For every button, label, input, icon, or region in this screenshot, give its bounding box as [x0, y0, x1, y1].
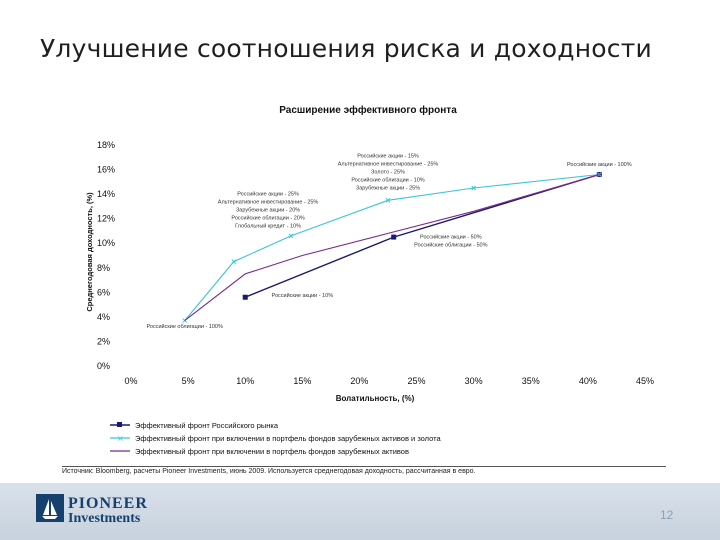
data-point — [385, 197, 391, 203]
x-tick-label: 35% — [522, 376, 540, 386]
y-tick-label: 10% — [97, 238, 115, 248]
data-point — [391, 234, 397, 240]
series-line-3 — [184, 173, 600, 322]
legend-item-2: × Эффективный фронт при включении в порт… — [110, 434, 441, 443]
annotation-label: Российские акции - 25% Альтернативное инв… — [218, 190, 319, 229]
source-note: Источник: Bloomberg, расчеты Pioneer Inv… — [62, 468, 476, 475]
x-tick-label: 0% — [124, 376, 137, 386]
annotation-label: Российские акции - 15% Альтернативное инв… — [338, 152, 439, 191]
chart: Расширение эффективного фронта Среднегод… — [85, 104, 654, 456]
annotation-label: Российские акции - 50% Российские облигац… — [414, 233, 487, 248]
pioneer-ship-logo-icon — [36, 494, 64, 522]
y-tick-label: 6% — [97, 287, 110, 297]
slide-title: Улучшение соотношения риска и доходности — [40, 34, 652, 63]
annotation-label: Российские акции - 10% — [272, 292, 334, 299]
y-tick-label: 12% — [97, 214, 115, 224]
axis-ticks: 0% 5% 10% 15% 20% 25% 30% 35% 40% 45% 0% 2% 4% 6% 8% 10… — [97, 140, 654, 386]
y-tick-label: 18% — [97, 140, 115, 150]
x-axis-label: Волатильность, (%) — [336, 394, 415, 403]
legend-item-3: Эффективный фронт при включении в портфе… — [110, 447, 409, 456]
logo-line2: Investments — [68, 511, 141, 526]
y-tick-label: 8% — [97, 263, 110, 273]
logo-line1: PIONEER — [68, 495, 148, 512]
page-number: 12 — [660, 508, 674, 522]
x-tick-label: 20% — [350, 376, 368, 386]
annotation-label: Российские акции - 100% — [567, 161, 632, 168]
x-tick-label: 30% — [465, 376, 483, 386]
annotation-label: Российские облигации - 100% — [146, 323, 222, 330]
x-tick-label: 40% — [579, 376, 597, 386]
legend-marker-square — [117, 422, 122, 427]
chart-title: Расширение эффективного фронта — [279, 104, 457, 116]
source-divider — [62, 466, 666, 467]
y-tick-label: 14% — [97, 189, 115, 199]
legend-item-1: Эффективный фронт Российского рынка — [110, 421, 279, 430]
data-point — [288, 233, 294, 239]
series-layer — [182, 171, 602, 323]
logo-wordmark: PIONEER Investments — [68, 495, 148, 527]
data-point — [242, 294, 248, 300]
y-tick-label: 2% — [97, 336, 110, 346]
x-tick-label: 25% — [408, 376, 426, 386]
legend-label-1: Эффективный фронт Российского рынка — [135, 421, 279, 430]
legend-marker-x: × — [117, 434, 124, 443]
x-tick-label: 10% — [236, 376, 254, 386]
legend-label-2: Эффективный фронт при включении в портфе… — [135, 434, 441, 443]
x-tick-label: 15% — [293, 376, 311, 386]
legend-label-3: Эффективный фронт при включении в портфе… — [135, 447, 409, 456]
series-line-2 — [184, 173, 600, 321]
y-tick-label: 4% — [97, 312, 110, 322]
x-tick-label: 5% — [182, 376, 195, 386]
data-point — [471, 185, 477, 191]
y-tick-label: 0% — [97, 361, 110, 371]
x-tick-label: 45% — [636, 376, 654, 386]
y-tick-label: 16% — [97, 165, 115, 175]
data-point — [231, 259, 237, 264]
annotation-layer: Российские акции - 15% Альтернативное инв… — [146, 152, 631, 330]
data-point — [596, 172, 602, 177]
legend: Эффективный фронт Российского рынка × Эф… — [110, 421, 441, 456]
footer-band — [0, 483, 720, 540]
y-axis-label: Среднегодовая доходность, (%) — [85, 192, 94, 312]
